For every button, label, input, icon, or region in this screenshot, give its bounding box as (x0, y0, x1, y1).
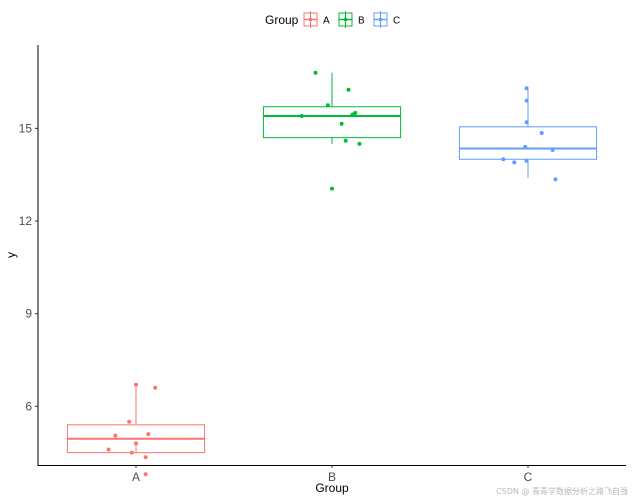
data-point (346, 87, 351, 92)
legend-key-C: C (373, 11, 400, 28)
data-point (313, 70, 318, 75)
data-point (524, 120, 529, 125)
data-point (553, 177, 558, 182)
legend-key-A: A (303, 11, 330, 28)
data-point (357, 141, 362, 146)
legend-label-A: A (323, 16, 330, 27)
legend-key-point (308, 17, 313, 22)
box-C (458, 88, 598, 178)
legend-key-point (378, 17, 383, 22)
data-point (143, 455, 148, 460)
data-point (523, 144, 528, 149)
x-tick-label: B (328, 470, 336, 484)
y-tick-label: 6 (25, 399, 32, 413)
box-A (66, 384, 206, 454)
y-tick-label: 9 (25, 307, 32, 321)
legend-key-point (343, 17, 348, 22)
data-point (106, 447, 111, 452)
data-point (127, 419, 132, 424)
data-point (146, 432, 151, 437)
legend-title: Group (265, 13, 299, 27)
x-axis-ticks: A B C (132, 465, 533, 484)
data-point (339, 121, 344, 126)
y-axis-ticks: 6 9 12 15 (19, 121, 38, 413)
data-point (501, 157, 506, 162)
data-point (539, 131, 544, 136)
y-axis-title: y (4, 252, 18, 258)
data-point (113, 433, 118, 438)
y-tick-label: 12 (19, 214, 33, 228)
box-iqr (458, 126, 598, 160)
x-tick-label: C (524, 470, 533, 484)
plot-panel (66, 70, 598, 477)
data-point (524, 98, 529, 103)
data-point (343, 138, 348, 143)
legend-key-B: B (338, 11, 365, 28)
y-tick-label: 15 (19, 121, 33, 135)
legend-label-B: B (358, 16, 365, 27)
watermark: CSDN @ 青青学数据分析之路飞自强 (496, 487, 628, 496)
x-axis-title: Group (315, 481, 349, 495)
box-B (262, 72, 402, 144)
data-point (524, 86, 529, 91)
box-iqr (262, 106, 402, 139)
data-point (153, 385, 158, 390)
data-point (353, 110, 358, 115)
x-tick-label: A (132, 470, 140, 484)
data-point (129, 450, 134, 455)
data-point (299, 114, 304, 119)
data-point (134, 441, 138, 446)
data-point (512, 160, 517, 165)
data-point (524, 158, 529, 163)
data-point (134, 382, 138, 387)
legend-label-C: C (393, 16, 400, 27)
data-point (330, 186, 334, 191)
data-point (143, 472, 148, 477)
data-point (325, 103, 330, 108)
data-point (550, 148, 555, 152)
legend: Group A B C (265, 11, 400, 28)
